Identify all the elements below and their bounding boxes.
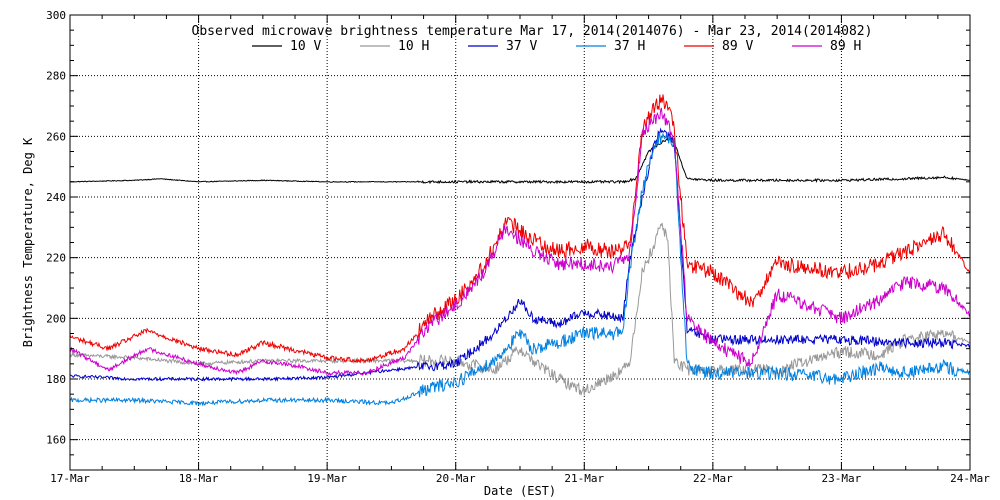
y-tick-label: 240	[46, 191, 66, 204]
y-tick-label: 200	[46, 312, 66, 325]
legend-label: 89 H	[830, 39, 861, 54]
series-line-10-h	[69, 222, 971, 396]
series-line-89-v	[69, 94, 971, 364]
x-tick-label: 20-Mar	[436, 472, 476, 485]
y-tick-label: 280	[46, 70, 66, 83]
x-tick-label: 18-Mar	[179, 472, 219, 485]
x-tick-label: 24-Mar	[950, 472, 990, 485]
y-tick-label: 220	[46, 252, 66, 265]
x-tick-label: 22-Mar	[693, 472, 733, 485]
x-tick-label: 17-Mar	[50, 472, 90, 485]
chart-title: Observed microwave brightness temperatur…	[192, 24, 873, 39]
legend-label: 10 V	[290, 39, 321, 54]
legend-label: 10 H	[398, 39, 429, 54]
legend-label: 89 V	[722, 39, 753, 54]
x-tick-label: 23-Mar	[822, 472, 862, 485]
series-line-37-v	[70, 127, 971, 382]
legend: 10 V 10 H 37 V 37 H 89 V 89 H	[252, 39, 861, 54]
y-axis-title: Brightness Temperature, Deg K	[21, 137, 35, 347]
y-tick-label: 180	[46, 373, 66, 386]
y-tick-label: 260	[46, 130, 66, 143]
x-axis-title: Date (EST)	[484, 484, 556, 498]
legend-label: 37 H	[614, 39, 645, 54]
x-tick-label: 19-Mar	[307, 472, 347, 485]
series-layer	[69, 94, 971, 407]
series-line-89-h	[69, 107, 971, 376]
tick-labels-layer: 17-Mar 18-Mar 19-Mar 20-Mar 21-Mar 22-Mar 23-M…	[46, 9, 990, 485]
ticks-layer	[69, 14, 971, 471]
series-line-37-h	[69, 131, 971, 407]
y-tick-label: 300	[46, 9, 66, 22]
y-tick-label: 160	[46, 434, 66, 447]
legend-label: 37 V	[506, 39, 537, 54]
x-tick-label: 21-Mar	[564, 472, 604, 485]
series-line-10-v	[69, 138, 971, 185]
